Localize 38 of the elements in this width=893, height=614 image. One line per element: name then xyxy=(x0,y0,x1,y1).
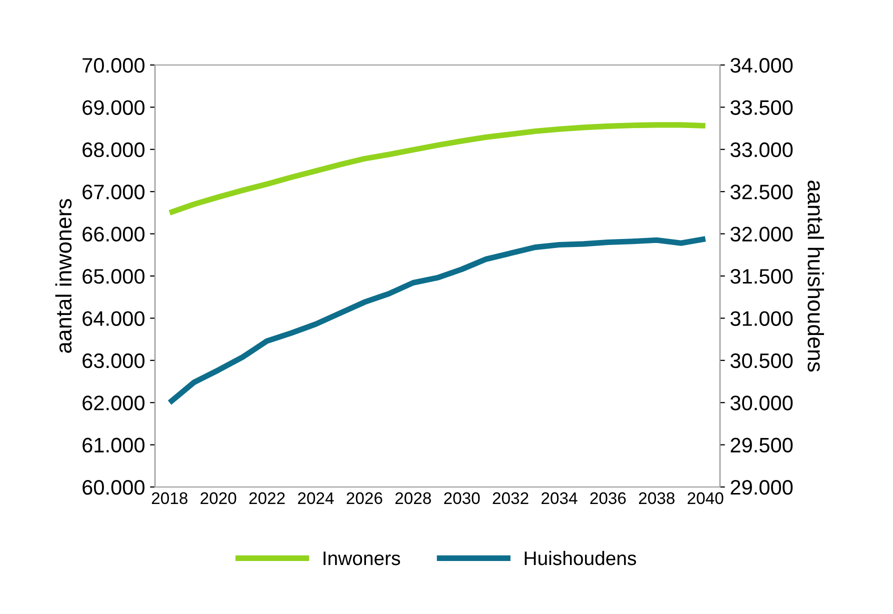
y2-tick-label: 31.500 xyxy=(730,269,793,284)
y2-axis-title: aantal huishoudens xyxy=(808,180,824,372)
x-tick-label: 2020 xyxy=(200,492,236,504)
y-tick-label: 68.000 xyxy=(82,142,144,158)
y2-tick-label: 30.500 xyxy=(730,353,793,368)
y-tick-label: 61.000 xyxy=(82,438,144,453)
x-tick-label: 2024 xyxy=(298,492,334,504)
x-tick-label: 2036 xyxy=(590,492,626,504)
x-tick-label: 2022 xyxy=(249,492,285,504)
y-tick-label: 69.000 xyxy=(82,100,144,115)
y-tick-label: 70.000 xyxy=(82,58,144,73)
y2-tick-label: 29.500 xyxy=(730,438,793,453)
y2-tick-label: 29.000 xyxy=(730,480,793,495)
y-tick-label: 64.000 xyxy=(82,311,144,326)
x-tick-label: 2040 xyxy=(688,492,724,504)
y2-tick-label: 33.000 xyxy=(730,142,793,158)
x-tick-label: 2030 xyxy=(444,492,480,504)
y2-tick-label: 33.500 xyxy=(730,100,793,115)
x-tick-label: 2038 xyxy=(638,492,674,504)
y2-tick-label: 32.000 xyxy=(730,226,793,242)
y-tick-label: 67.000 xyxy=(82,184,144,200)
y2-tick-label: 32.500 xyxy=(730,184,793,200)
y-tick-label: 63.000 xyxy=(82,353,144,368)
y-tick-label: 65.000 xyxy=(82,269,144,284)
y-tick-label: 66.000 xyxy=(82,226,144,242)
x-tick-label: 2028 xyxy=(395,492,431,504)
y-tick-label: 62.000 xyxy=(82,396,144,410)
legend-label: Huishoudens xyxy=(524,550,636,566)
y2-tick-label: 31.000 xyxy=(730,311,793,326)
y-tick-label: 60.000 xyxy=(82,480,144,495)
x-tick-label: 2026 xyxy=(346,492,382,504)
y2-tick-label: 30.000 xyxy=(730,396,793,410)
legend-label: Inwoners xyxy=(324,552,400,566)
x-tick-label: 2032 xyxy=(492,492,528,504)
y2-tick-label: 34.000 xyxy=(730,58,793,73)
x-tick-label: 2018 xyxy=(152,492,188,504)
y-axis-title: aantal inwoners xyxy=(55,198,72,353)
x-tick-label: 2034 xyxy=(542,492,578,504)
